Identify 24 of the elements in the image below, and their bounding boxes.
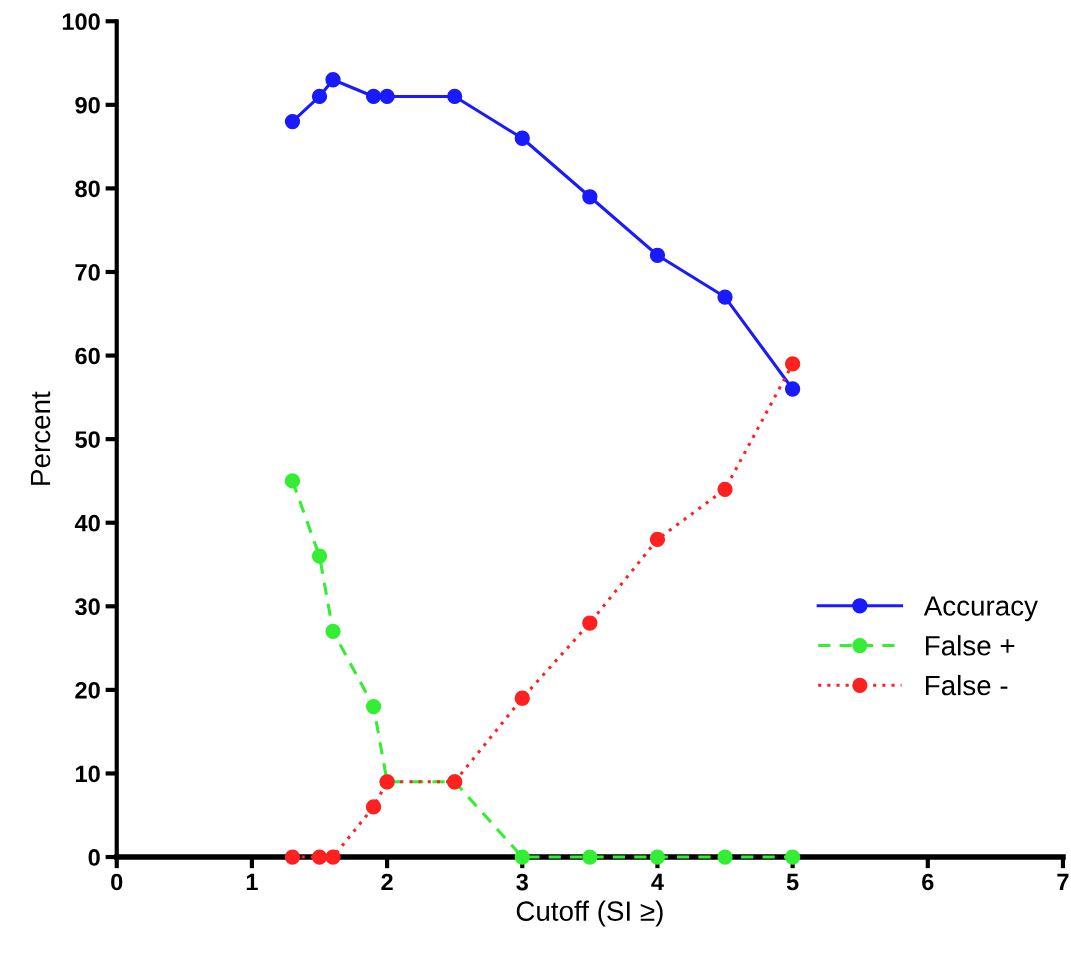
x-tick-label: 1	[246, 873, 258, 891]
legend-label: False +	[926, 635, 1015, 656]
y-tick-label: 50	[75, 431, 100, 448]
x-tick-label: 2	[381, 873, 393, 891]
x-tick-label: 0	[111, 873, 123, 891]
y-tick-label: 80	[75, 180, 100, 198]
y-tick-label: 0	[88, 849, 100, 866]
x-axis-title: Cutoff (SI ≥)	[516, 900, 663, 927]
y-tick-label: 30	[75, 598, 100, 616]
y-tick-label: 20	[75, 681, 100, 699]
legend-label: Accuracy	[923, 596, 1038, 622]
x-tick-label: 4	[651, 873, 664, 891]
x-tick-label: 7	[1057, 873, 1069, 891]
y-tick-label: 90	[75, 96, 100, 114]
y-tick-label: 60	[75, 347, 100, 365]
y-tick-label: 40	[74, 514, 100, 532]
y-tick-label: 10	[75, 765, 100, 783]
legend-label: False -	[926, 674, 1008, 696]
y-axis-title: Percent	[30, 391, 51, 485]
y-tick-label: 100	[62, 13, 100, 31]
x-tick-label: 6	[922, 873, 934, 891]
x-tick-label: 5	[786, 873, 799, 891]
y-tick-label: 70	[75, 264, 100, 281]
x-tick-label: 3	[516, 873, 528, 891]
